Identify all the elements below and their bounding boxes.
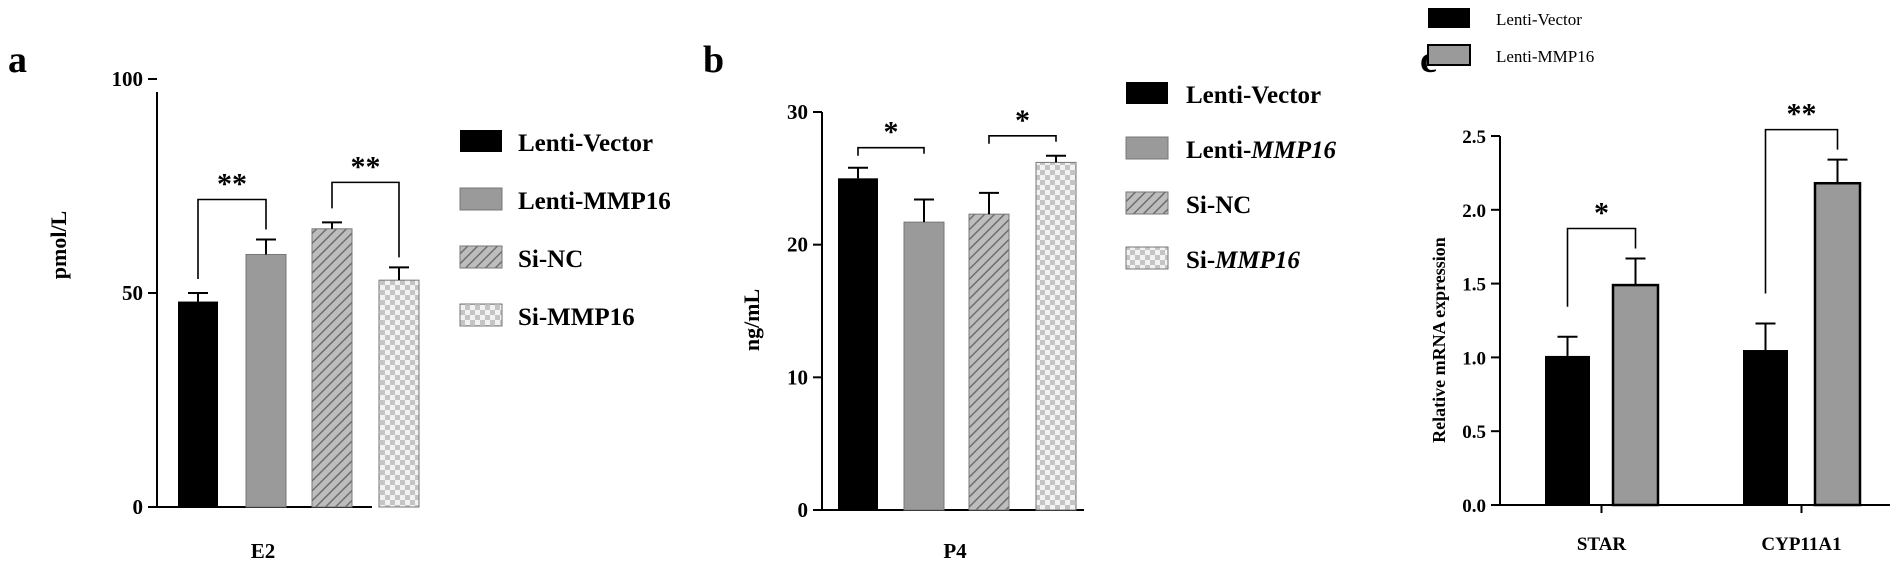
- y-tick-label: 30: [787, 100, 808, 124]
- significance-bracket-b2: [988, 134, 1057, 144]
- legend-swatch: [460, 130, 502, 152]
- bar-lenti-vector: [178, 301, 218, 507]
- x-tick-label-cyp11a1: CYP11A1: [1761, 534, 1841, 555]
- legend-label: Lenti-Vector: [518, 130, 653, 157]
- y-tick-label: 20: [787, 233, 808, 257]
- legend-label: Si-MMP16: [518, 304, 635, 331]
- y-tick-label: 2.0: [1462, 201, 1486, 222]
- bar-lenti-mmp16-star: [1611, 283, 1660, 507]
- bar-lenti-mmp16-cyp11a1: [1813, 181, 1862, 507]
- panel-b-xlabel: P4: [943, 539, 967, 563]
- bar-si-mmp16: [378, 279, 420, 508]
- y-tick-label: 0.5: [1462, 422, 1486, 443]
- bar-si-nc: [311, 228, 353, 508]
- legend-swatch: [1125, 246, 1169, 270]
- significance-bracket-b1: [857, 146, 925, 156]
- legend-label: Lenti-Vector: [1496, 10, 1582, 29]
- y-tick-label: 0: [133, 495, 144, 519]
- panel-b-ylabel: ng/mL: [739, 289, 764, 351]
- legend-label: Si-NC: [1186, 192, 1251, 219]
- legend-label: Lenti-MMP16: [1496, 47, 1594, 66]
- legend-label-prefix: Si-: [1186, 247, 1215, 274]
- x-tick-label-star: STAR: [1577, 534, 1627, 555]
- legend-label-prefix: Si-: [1186, 192, 1215, 219]
- legend-swatch: [1125, 191, 1169, 215]
- bar-lenti-vector-star: [1545, 355, 1590, 505]
- panel-a: a pmol/L 0 50 100 ** ** E2 Lenti-Vector Lent…: [8, 39, 671, 563]
- legend-label-suffix: Vector: [1251, 82, 1321, 109]
- legend-swatch: [459, 187, 503, 211]
- legend-label: Si-NC: [518, 246, 583, 273]
- panel-label-b: b: [703, 39, 724, 81]
- panel-a-ylabel: pmol/L: [46, 211, 71, 279]
- bar-si-nc: [968, 213, 1010, 511]
- bar-lenti-vector-cyp11a1: [1743, 350, 1788, 505]
- significance-bracket-c1-label: *: [1594, 197, 1609, 230]
- significance-bracket-c1: [1566, 227, 1637, 307]
- significance-bracket-a1-label: **: [217, 168, 247, 201]
- legend-label-suffix: MMP16: [1214, 247, 1300, 274]
- legend-label-prefix: Lenti-: [1186, 82, 1251, 109]
- y-tick-label: 1.0: [1462, 348, 1486, 369]
- y-tick-label: 1.5: [1462, 275, 1486, 296]
- significance-bracket-b2-label: *: [1015, 104, 1030, 137]
- legend-swatch: [459, 303, 503, 327]
- bar-lenti-mmp16: [245, 253, 287, 508]
- legend-swatch: [1427, 44, 1471, 66]
- legend-label: Lenti-MMP16: [1186, 137, 1337, 164]
- y-tick-label: 0: [798, 498, 809, 522]
- y-tick-label: 0.0: [1462, 496, 1486, 517]
- legend-swatch: [1125, 136, 1169, 160]
- legend-swatch: [459, 245, 503, 269]
- legend-label-suffix: NC: [1215, 192, 1251, 219]
- legend-swatch: [1126, 82, 1168, 104]
- significance-bracket-a1: [197, 198, 267, 279]
- y-tick-label: 100: [112, 67, 144, 91]
- legend-label: Lenti-MMP16: [518, 188, 671, 215]
- y-tick-label: 2.5: [1462, 127, 1486, 148]
- bar-si-mmp16: [1035, 161, 1077, 511]
- significance-bracket-c2-label: **: [1787, 98, 1817, 131]
- y-tick-label: 50: [122, 281, 143, 305]
- legend-label: Lenti-Vector: [1186, 82, 1321, 109]
- significance-bracket-a2-label: **: [351, 150, 381, 183]
- panel-c: c Relative mRNA expression 0.00.51.01.52…: [1420, 8, 1890, 555]
- legend-label: Si-MMP16: [1186, 247, 1300, 274]
- significance-bracket-c2: [1764, 128, 1839, 294]
- bar-lenti-vector: [838, 178, 878, 511]
- y-tick-label: 10: [787, 365, 808, 389]
- legend-swatch: [1428, 8, 1470, 28]
- panel-c-ylabel: Relative mRNA expression: [1429, 237, 1449, 443]
- panel-a-xlabel: E2: [251, 539, 276, 563]
- legend-label-prefix: Lenti-: [1186, 137, 1251, 164]
- legend-label-suffix: MMP16: [1250, 137, 1336, 164]
- bar-lenti-mmp16: [903, 221, 945, 511]
- significance-bracket-b1-label: *: [884, 116, 899, 149]
- significance-bracket-a2: [331, 181, 400, 258]
- panel-label-a: a: [8, 39, 27, 81]
